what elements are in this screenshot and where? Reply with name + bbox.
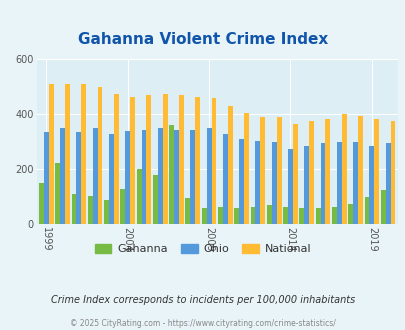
Bar: [76, 132, 81, 224]
Bar: [364, 197, 369, 224]
Bar: [390, 121, 394, 224]
Bar: [104, 200, 109, 224]
Bar: [158, 128, 162, 224]
Bar: [243, 113, 248, 224]
Bar: [347, 204, 352, 224]
Bar: [380, 190, 385, 224]
Bar: [185, 198, 190, 224]
Bar: [271, 142, 276, 224]
Bar: [55, 162, 60, 224]
Bar: [260, 117, 264, 224]
Bar: [195, 96, 200, 224]
Bar: [125, 131, 130, 224]
Text: Gahanna Violent Crime Index: Gahanna Violent Crime Index: [78, 32, 327, 47]
Bar: [282, 207, 287, 224]
Bar: [239, 139, 243, 224]
Bar: [81, 84, 86, 224]
Bar: [287, 149, 292, 224]
Bar: [71, 194, 76, 224]
Bar: [113, 94, 118, 224]
Bar: [352, 142, 357, 224]
Bar: [211, 98, 216, 224]
Bar: [206, 128, 211, 224]
Bar: [303, 146, 309, 224]
Bar: [174, 129, 179, 224]
Bar: [44, 132, 49, 224]
Bar: [109, 134, 113, 224]
Bar: [298, 208, 303, 224]
Bar: [336, 142, 341, 224]
Bar: [255, 141, 260, 224]
Bar: [331, 207, 336, 224]
Bar: [373, 118, 378, 224]
Legend: Gahanna, Ohio, National: Gahanna, Ohio, National: [90, 239, 315, 258]
Bar: [97, 87, 102, 224]
Bar: [217, 207, 222, 224]
Bar: [179, 95, 183, 224]
Bar: [266, 205, 271, 224]
Bar: [120, 189, 125, 224]
Bar: [130, 96, 135, 224]
Bar: [309, 121, 313, 224]
Bar: [369, 146, 373, 224]
Bar: [39, 183, 44, 224]
Bar: [222, 134, 227, 224]
Bar: [92, 128, 97, 224]
Bar: [153, 175, 158, 224]
Bar: [49, 84, 53, 224]
Bar: [146, 95, 151, 224]
Bar: [385, 143, 390, 224]
Bar: [357, 116, 362, 224]
Bar: [341, 115, 346, 224]
Bar: [141, 129, 146, 224]
Text: © 2025 CityRating.com - https://www.cityrating.com/crime-statistics/: © 2025 CityRating.com - https://www.city…: [70, 319, 335, 328]
Bar: [136, 169, 141, 224]
Bar: [292, 124, 297, 224]
Bar: [250, 207, 255, 224]
Bar: [325, 118, 330, 224]
Bar: [65, 84, 70, 224]
Bar: [60, 128, 65, 224]
Bar: [201, 208, 206, 224]
Bar: [169, 125, 174, 224]
Bar: [320, 143, 325, 224]
Bar: [276, 117, 281, 224]
Bar: [227, 106, 232, 224]
Bar: [87, 195, 92, 224]
Bar: [234, 208, 239, 224]
Bar: [162, 94, 167, 224]
Bar: [315, 208, 320, 224]
Bar: [190, 129, 195, 224]
Text: Crime Index corresponds to incidents per 100,000 inhabitants: Crime Index corresponds to incidents per…: [51, 295, 354, 305]
